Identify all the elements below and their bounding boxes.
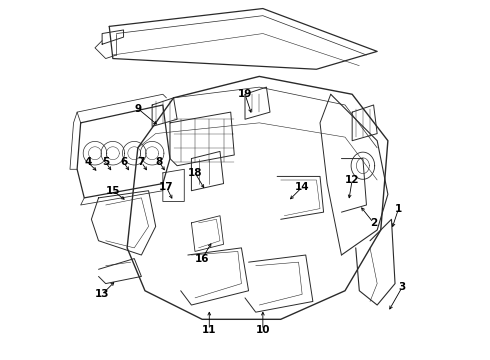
Text: 4: 4: [84, 157, 92, 167]
Text: 17: 17: [159, 182, 174, 192]
Text: 1: 1: [395, 203, 402, 213]
Text: 6: 6: [120, 157, 127, 167]
Text: 2: 2: [370, 218, 377, 228]
Text: 7: 7: [138, 157, 145, 167]
Text: 15: 15: [105, 186, 120, 196]
Text: 12: 12: [345, 175, 360, 185]
Text: 3: 3: [398, 282, 406, 292]
Text: 16: 16: [195, 253, 209, 264]
Text: 11: 11: [202, 325, 217, 335]
Text: 5: 5: [102, 157, 109, 167]
Text: 9: 9: [134, 104, 142, 113]
Text: 13: 13: [95, 289, 109, 299]
Text: 10: 10: [256, 325, 270, 335]
Text: 19: 19: [238, 89, 252, 99]
Text: 18: 18: [188, 168, 202, 178]
Text: 14: 14: [295, 182, 310, 192]
Text: 8: 8: [156, 157, 163, 167]
